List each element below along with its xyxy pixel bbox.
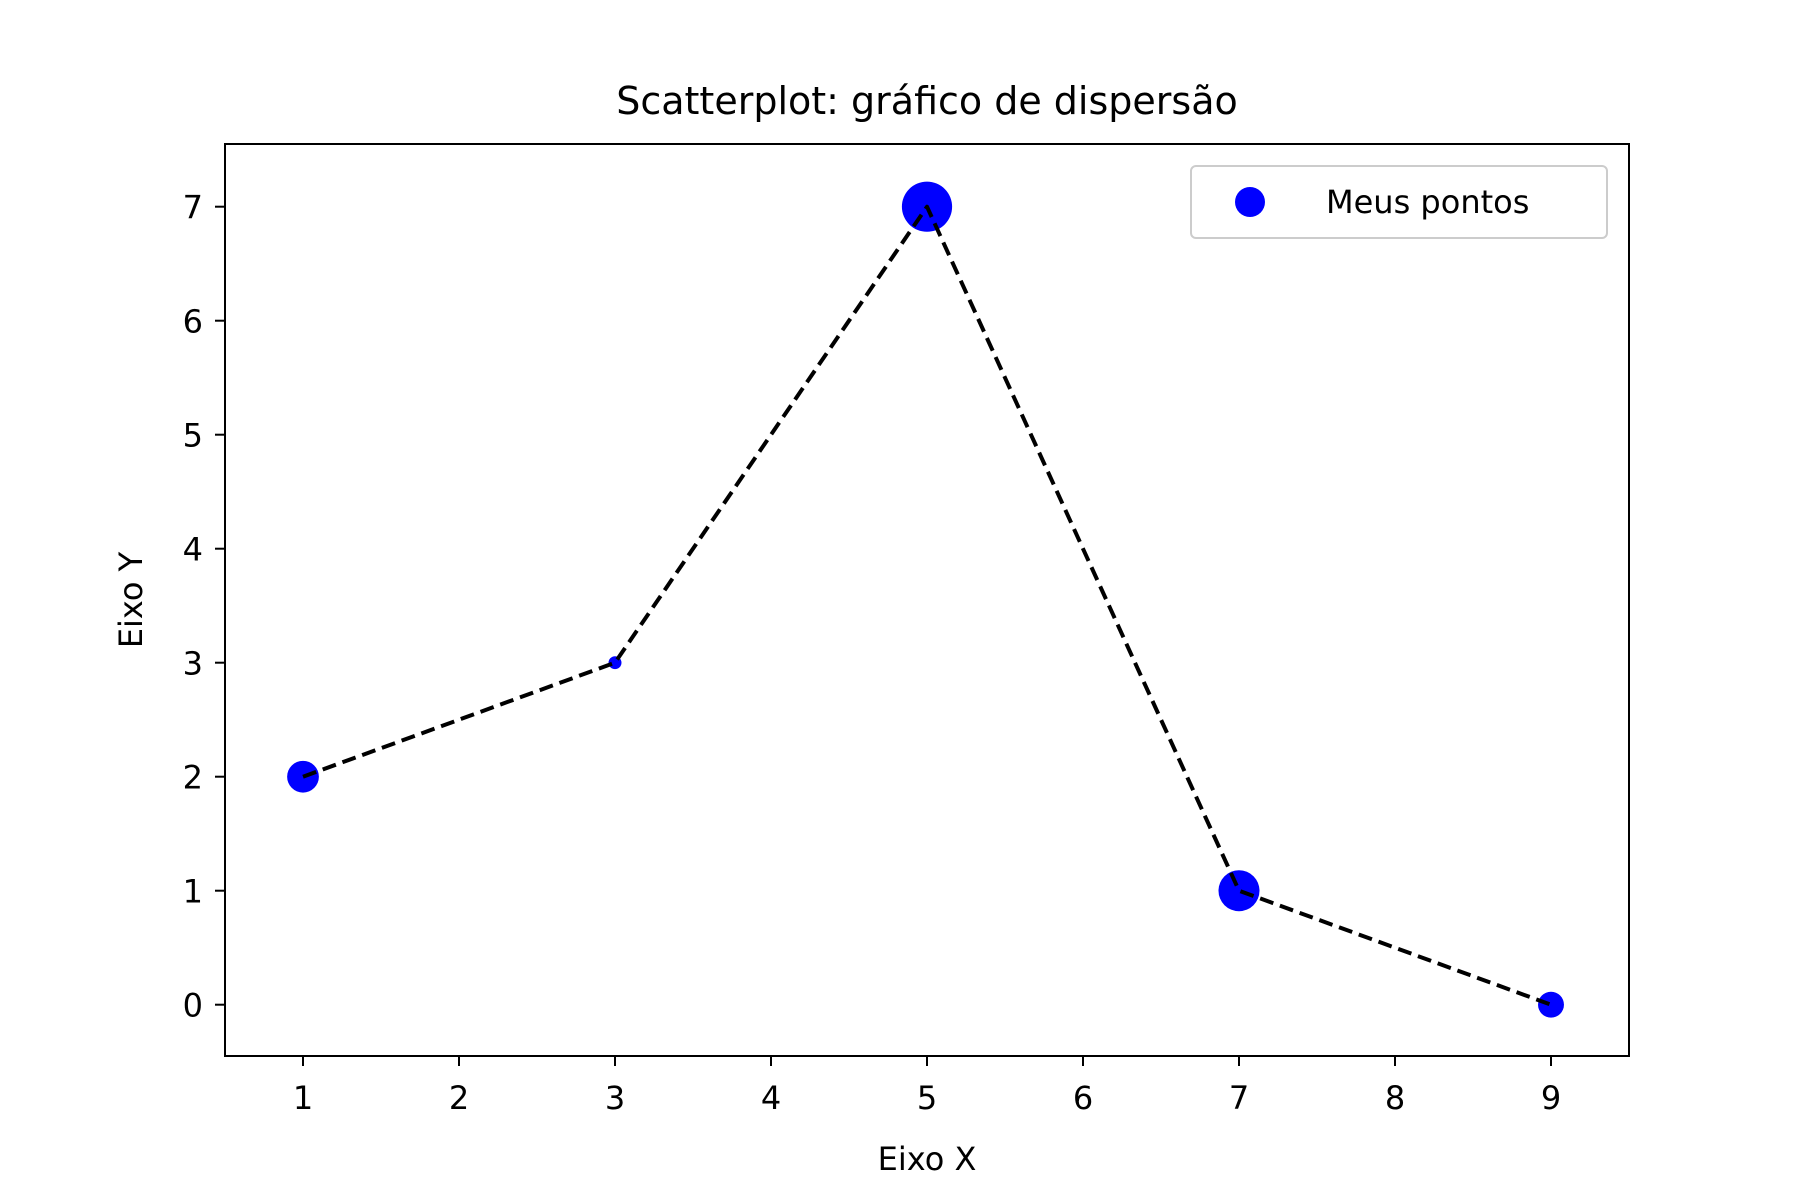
x-tick-label-4: 4	[761, 1079, 781, 1117]
axis-ticks: 1 2 3 4 5 6 7 8 9 0 1 2 3 4 5 6 7	[183, 189, 1562, 1117]
y-tick-label-7: 7	[183, 189, 203, 227]
plot-marks	[287, 181, 1564, 1018]
y-tick-label-5: 5	[183, 417, 203, 455]
x-tick-label-2: 2	[449, 1079, 469, 1117]
legend-box	[1190, 165, 1608, 239]
x-tick-label-1: 1	[293, 1079, 313, 1117]
legend: Meus pontos	[1190, 165, 1608, 239]
legend-label: Meus pontos	[1326, 183, 1529, 221]
x-tick-label-9: 9	[1541, 1079, 1561, 1117]
data-point-3	[1218, 870, 1260, 912]
y-tick-label-1: 1	[183, 873, 203, 911]
y-tick-label-2: 2	[183, 759, 203, 797]
data-point-4	[1538, 991, 1564, 1018]
y-tick-label-6: 6	[183, 303, 203, 341]
x-axis-label: Eixo X	[878, 1140, 977, 1178]
dashed-connector-line	[302, 204, 1552, 1007]
data-point-0	[287, 760, 319, 793]
legend-marker	[1235, 187, 1265, 217]
y-tick-label-4: 4	[183, 531, 203, 569]
x-tick-label-3: 3	[605, 1079, 625, 1117]
y-axis-label: Eixo Y	[112, 551, 150, 648]
y-tick-label-0: 0	[183, 987, 203, 1025]
x-tick-label-5: 5	[917, 1079, 937, 1117]
x-tick-label-6: 6	[1073, 1079, 1093, 1117]
plot-area-frame	[224, 143, 1630, 1057]
x-tick-label-7: 7	[1229, 1079, 1249, 1117]
chart-title: Scatterplot: gráfico de dispersão	[616, 79, 1238, 123]
y-tick-label-3: 3	[183, 645, 203, 683]
x-tick-label-8: 8	[1385, 1079, 1405, 1117]
